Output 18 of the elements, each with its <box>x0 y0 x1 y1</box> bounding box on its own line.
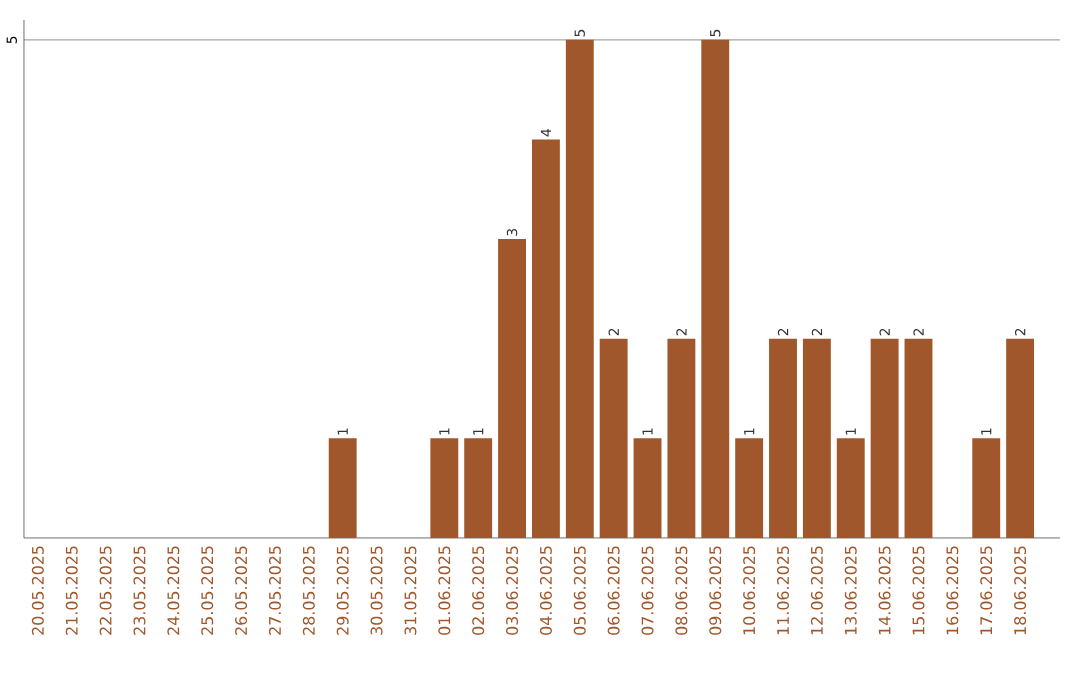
bar <box>328 438 357 539</box>
bar <box>904 339 933 539</box>
bar <box>565 40 594 539</box>
bar <box>430 438 459 539</box>
bar <box>464 438 493 539</box>
bar <box>735 438 764 539</box>
bar <box>531 139 560 539</box>
bar <box>836 438 865 539</box>
bar <box>1006 339 1035 539</box>
bar <box>802 339 831 539</box>
bar <box>667 339 696 539</box>
bar <box>599 339 628 539</box>
bar <box>633 438 662 539</box>
bar <box>972 438 1001 539</box>
bar <box>769 339 797 539</box>
bar <box>498 239 526 539</box>
bar <box>701 40 730 539</box>
bar <box>870 339 899 539</box>
